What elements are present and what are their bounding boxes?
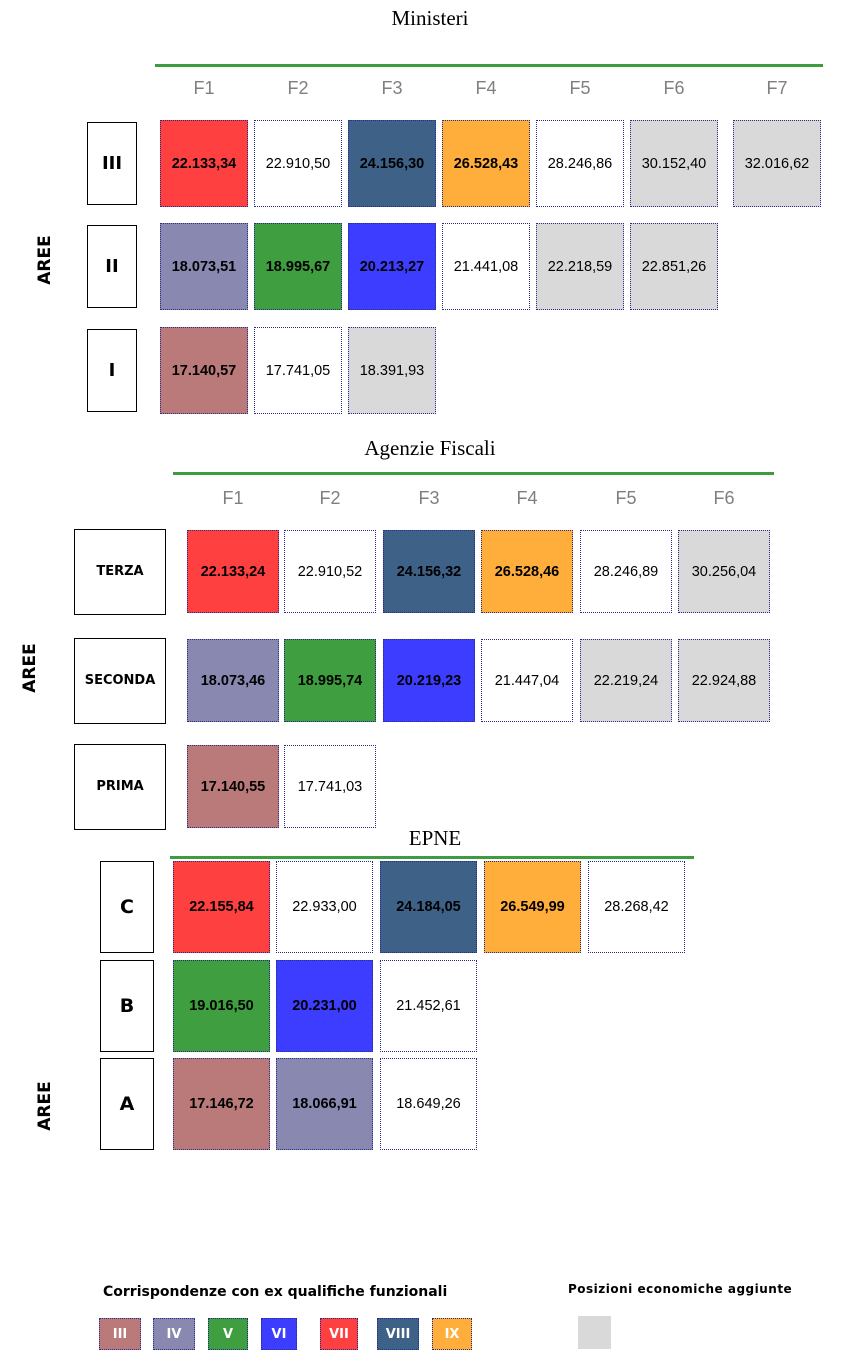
agenzie-column-header: F2 xyxy=(319,488,341,508)
ministeri-column-header: F6 xyxy=(663,78,685,98)
epne-salary-cell: 18.066,91 xyxy=(276,1058,373,1150)
ministeri-column-header: F5 xyxy=(569,78,591,98)
epne-salary-cell: 19.016,50 xyxy=(173,960,270,1052)
epne-salary-cell: 21.452,61 xyxy=(380,960,477,1052)
agenzie-column-header: F6 xyxy=(713,488,735,508)
legend-swatch-viii: VIII xyxy=(377,1318,419,1350)
epne-salary-cell: 22.933,00 xyxy=(276,861,373,953)
agenzie-salary-cell: 30.256,04 xyxy=(678,530,770,613)
ministeri-column-header: F7 xyxy=(766,78,788,98)
agenzie-aree-label: AREE xyxy=(20,643,40,693)
ministeri-salary-cell: 24.156,30 xyxy=(348,120,436,207)
agenzie-salary-cell: 22.910,52 xyxy=(284,530,376,613)
aggiunte-legend-title: Posizioni economiche aggiunte xyxy=(568,1282,793,1296)
epne-salary-cell: 24.184,05 xyxy=(380,861,477,953)
ministeri-column-header: F2 xyxy=(287,78,309,98)
epne-title: EPNE xyxy=(408,826,462,850)
ministeri-salary-cell: 21.441,08 xyxy=(442,223,530,310)
epne-row-label: C xyxy=(100,861,154,953)
ministeri-column-header: F1 xyxy=(193,78,215,98)
agenzie-salary-cell: 22.219,24 xyxy=(580,639,672,722)
ministeri-salary-cell: 32.016,62 xyxy=(733,120,821,207)
legend-swatch-iii: III xyxy=(99,1318,141,1350)
agenzie-salary-cell: 21.447,04 xyxy=(481,639,573,722)
agenzie-row-label: TERZA xyxy=(74,528,166,615)
agenzie-salary-cell: 28.246,89 xyxy=(580,530,672,613)
legend-swatch-vi: VI xyxy=(261,1318,297,1350)
ministeri-salary-cell: 26.528,43 xyxy=(442,120,530,207)
agenzie-header-rule xyxy=(173,472,774,475)
ministeri-title: Ministeri xyxy=(391,6,469,30)
agenzie-salary-cell: 20.219,23 xyxy=(383,639,475,722)
ministeri-salary-cell: 17.741,05 xyxy=(254,327,342,414)
agenzie-row-label: SECONDA xyxy=(74,637,166,724)
ministeri-header-rule xyxy=(155,64,823,67)
ministeri-salary-cell: 22.133,34 xyxy=(160,120,248,207)
agenzie-title: Agenzie Fiscali xyxy=(364,436,496,460)
epne-row-label: A xyxy=(100,1058,154,1150)
epne-salary-cell: 20.231,00 xyxy=(276,960,373,1052)
epne-salary-cell: 17.146,72 xyxy=(173,1058,270,1150)
epne-salary-cell: 18.649,26 xyxy=(380,1058,477,1150)
agenzie-salary-cell: 18.073,46 xyxy=(187,639,279,722)
ministeri-salary-cell: 22.218,59 xyxy=(536,223,624,310)
legend-swatch-ix: IX xyxy=(432,1318,472,1350)
epne-aree-label: AREE xyxy=(35,1081,55,1131)
epne-salary-cell: 22.155,84 xyxy=(173,861,270,953)
agenzie-salary-cell: 17.741,03 xyxy=(284,745,376,828)
ministeri-column-header: F4 xyxy=(475,78,497,98)
ministeri-salary-cell: 18.391,93 xyxy=(348,327,436,414)
ministeri-row-label: III xyxy=(87,122,137,205)
epne-salary-cell: 28.268,42 xyxy=(588,861,685,953)
agenzie-salary-cell: 18.995,74 xyxy=(284,639,376,722)
aggiunte-legend-swatch xyxy=(578,1316,611,1349)
ministeri-salary-cell: 22.910,50 xyxy=(254,120,342,207)
ministeri-salary-cell: 17.140,57 xyxy=(160,327,248,414)
ministeri-row-label: II xyxy=(87,225,137,308)
agenzie-salary-cell: 22.133,24 xyxy=(187,530,279,613)
legend-swatch-vii: VII xyxy=(320,1318,358,1350)
agenzie-salary-cell: 17.140,55 xyxy=(187,745,279,828)
ministeri-salary-cell: 18.995,67 xyxy=(254,223,342,310)
agenzie-row-label: PRIMA xyxy=(74,743,166,830)
ministeri-salary-cell: 22.851,26 xyxy=(630,223,718,310)
legend-title: Corrispondenze con ex qualifiche funzion… xyxy=(103,1284,448,1300)
agenzie-salary-cell: 26.528,46 xyxy=(481,530,573,613)
ministeri-row-label: I xyxy=(87,329,137,412)
epne-row-label: B xyxy=(100,960,154,1052)
agenzie-column-header: F1 xyxy=(222,488,244,508)
agenzie-salary-cell: 22.924,88 xyxy=(678,639,770,722)
ministeri-column-header: F3 xyxy=(381,78,403,98)
agenzie-column-header: F5 xyxy=(615,488,637,508)
ministeri-salary-cell: 30.152,40 xyxy=(630,120,718,207)
ministeri-aree-label: AREE xyxy=(35,235,55,285)
ministeri-salary-cell: 18.073,51 xyxy=(160,223,248,310)
legend-swatch-iv: IV xyxy=(153,1318,195,1350)
ministeri-salary-cell: 28.246,86 xyxy=(536,120,624,207)
agenzie-salary-cell: 24.156,32 xyxy=(383,530,475,613)
agenzie-column-header: F4 xyxy=(516,488,538,508)
ministeri-salary-cell: 20.213,27 xyxy=(348,223,436,310)
epne-salary-cell: 26.549,99 xyxy=(484,861,581,953)
agenzie-column-header: F3 xyxy=(418,488,440,508)
legend-swatch-v: V xyxy=(208,1318,248,1350)
epne-header-rule xyxy=(170,856,694,859)
